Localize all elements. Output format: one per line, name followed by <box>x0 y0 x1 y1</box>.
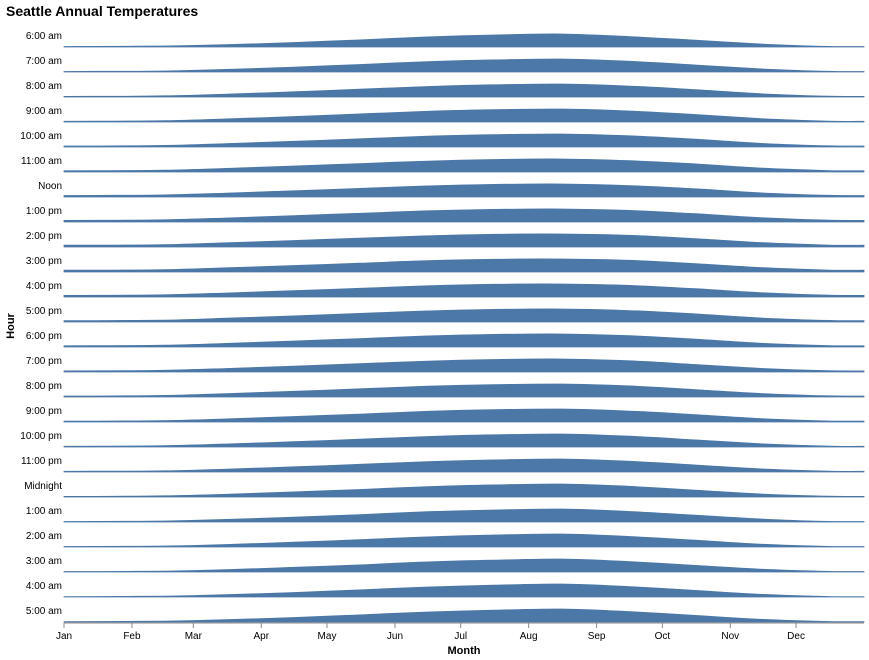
x-tick-label: Jun <box>387 631 403 642</box>
ridge-row: 8:00 am <box>26 81 865 98</box>
ridge-row: 6:00 am <box>26 31 865 48</box>
x-tick-label: Sep <box>588 631 606 642</box>
row-label: 11:00 pm <box>21 456 62 467</box>
ridge-area <box>63 608 865 623</box>
ridge-area <box>63 408 865 423</box>
row-label: 5:00 am <box>26 606 62 617</box>
ridge-area <box>63 83 865 98</box>
ridge-area <box>63 133 865 148</box>
row-label: 2:00 am <box>26 531 62 542</box>
ridge-area <box>63 508 865 523</box>
row-label: 3:00 am <box>26 556 62 567</box>
ridge-row: 1:00 pm <box>26 206 865 223</box>
ridge-area <box>63 233 865 248</box>
ridge-row: 4:00 pm <box>26 281 865 298</box>
x-axis-title: Month <box>448 645 481 657</box>
ridge-row: 7:00 pm <box>26 356 865 373</box>
row-label: 7:00 am <box>26 56 62 67</box>
ridge-row: 9:00 am <box>26 106 865 123</box>
ridge-row: 2:00 pm <box>26 231 865 248</box>
ridge-row: 5:00 am <box>26 606 865 623</box>
ridge-area <box>63 258 865 273</box>
x-tick-label: Feb <box>123 631 141 642</box>
row-label: Noon <box>38 181 62 192</box>
ridge-row: 9:00 pm <box>26 406 865 423</box>
ridge-area <box>63 583 865 598</box>
ridge-area <box>63 308 865 323</box>
row-label: 7:00 pm <box>26 356 62 367</box>
row-label: 6:00 pm <box>26 331 62 342</box>
ridge-row: 11:00 am <box>21 156 865 173</box>
x-axis: Jan Feb Mar Apr May Jun Jul Aug Sep Oct Nov Dec <box>56 622 864 642</box>
ridgeline-rows: 6:00 am 7:00 am 8:00 am 9:00 am 10:00 am 11:0… <box>20 31 865 623</box>
row-label: 8:00 pm <box>26 381 62 392</box>
ridge-area <box>63 483 865 498</box>
ridge-row: 6:00 pm <box>26 331 865 348</box>
ridge-row: 4:00 am <box>26 581 865 598</box>
chart-title: Seattle Annual Temperatures <box>6 3 199 19</box>
x-tick-label: Mar <box>185 631 203 642</box>
row-label: 10:00 am <box>20 131 62 142</box>
ridge-area <box>63 158 865 173</box>
row-label: 8:00 am <box>26 81 62 92</box>
ridge-row: Noon <box>38 181 865 198</box>
ridge-area <box>63 208 865 223</box>
ridge-row: 11:00 pm <box>21 456 865 473</box>
ridge-area <box>63 108 865 123</box>
row-label: 11:00 am <box>21 156 62 167</box>
ridge-row: 10:00 pm <box>20 431 865 448</box>
ridge-area <box>63 433 865 448</box>
row-label: 1:00 pm <box>26 206 62 217</box>
ridge-area <box>63 383 865 398</box>
ridge-row: 3:00 am <box>26 556 865 573</box>
x-tick-label: Oct <box>655 631 671 642</box>
ridge-row: 1:00 am <box>26 506 865 523</box>
y-axis-title: Hour <box>5 312 17 338</box>
ridge-row: 5:00 pm <box>26 306 865 323</box>
row-label: Midnight <box>24 481 62 492</box>
row-label: 9:00 am <box>26 106 62 117</box>
ridge-row: 10:00 am <box>20 131 865 148</box>
x-tick-label: Dec <box>787 631 805 642</box>
ridge-row: 3:00 pm <box>26 256 865 273</box>
x-tick-label: Jan <box>56 631 72 642</box>
ridge-area <box>63 333 865 348</box>
row-label: 3:00 pm <box>26 256 62 267</box>
ridge-area <box>63 533 865 548</box>
row-label: 2:00 pm <box>26 231 62 242</box>
ridge-area <box>63 33 865 48</box>
row-label: 9:00 pm <box>26 406 62 417</box>
ridge-area <box>63 558 865 573</box>
ridge-area <box>63 183 865 198</box>
row-label: 5:00 pm <box>26 306 62 317</box>
ridge-area <box>63 283 865 298</box>
ridge-row: 7:00 am <box>26 56 865 73</box>
x-tick-label: May <box>318 631 337 642</box>
ridge-row: Midnight <box>24 481 865 498</box>
x-tick-label: Aug <box>520 631 538 642</box>
x-tick-label: Apr <box>253 631 269 642</box>
ridge-row: 2:00 am <box>26 531 865 548</box>
ridge-row: 8:00 pm <box>26 381 865 398</box>
ridge-area <box>63 58 865 73</box>
ridge-area <box>63 358 865 373</box>
row-label: 4:00 pm <box>26 281 62 292</box>
row-label: 6:00 am <box>26 31 62 42</box>
row-label: 10:00 pm <box>20 431 62 442</box>
row-label: 1:00 am <box>26 506 62 517</box>
x-tick-label: Jul <box>454 631 467 642</box>
row-label: 4:00 am <box>26 581 62 592</box>
ridge-area <box>63 458 865 473</box>
x-tick-label: Nov <box>721 631 739 642</box>
